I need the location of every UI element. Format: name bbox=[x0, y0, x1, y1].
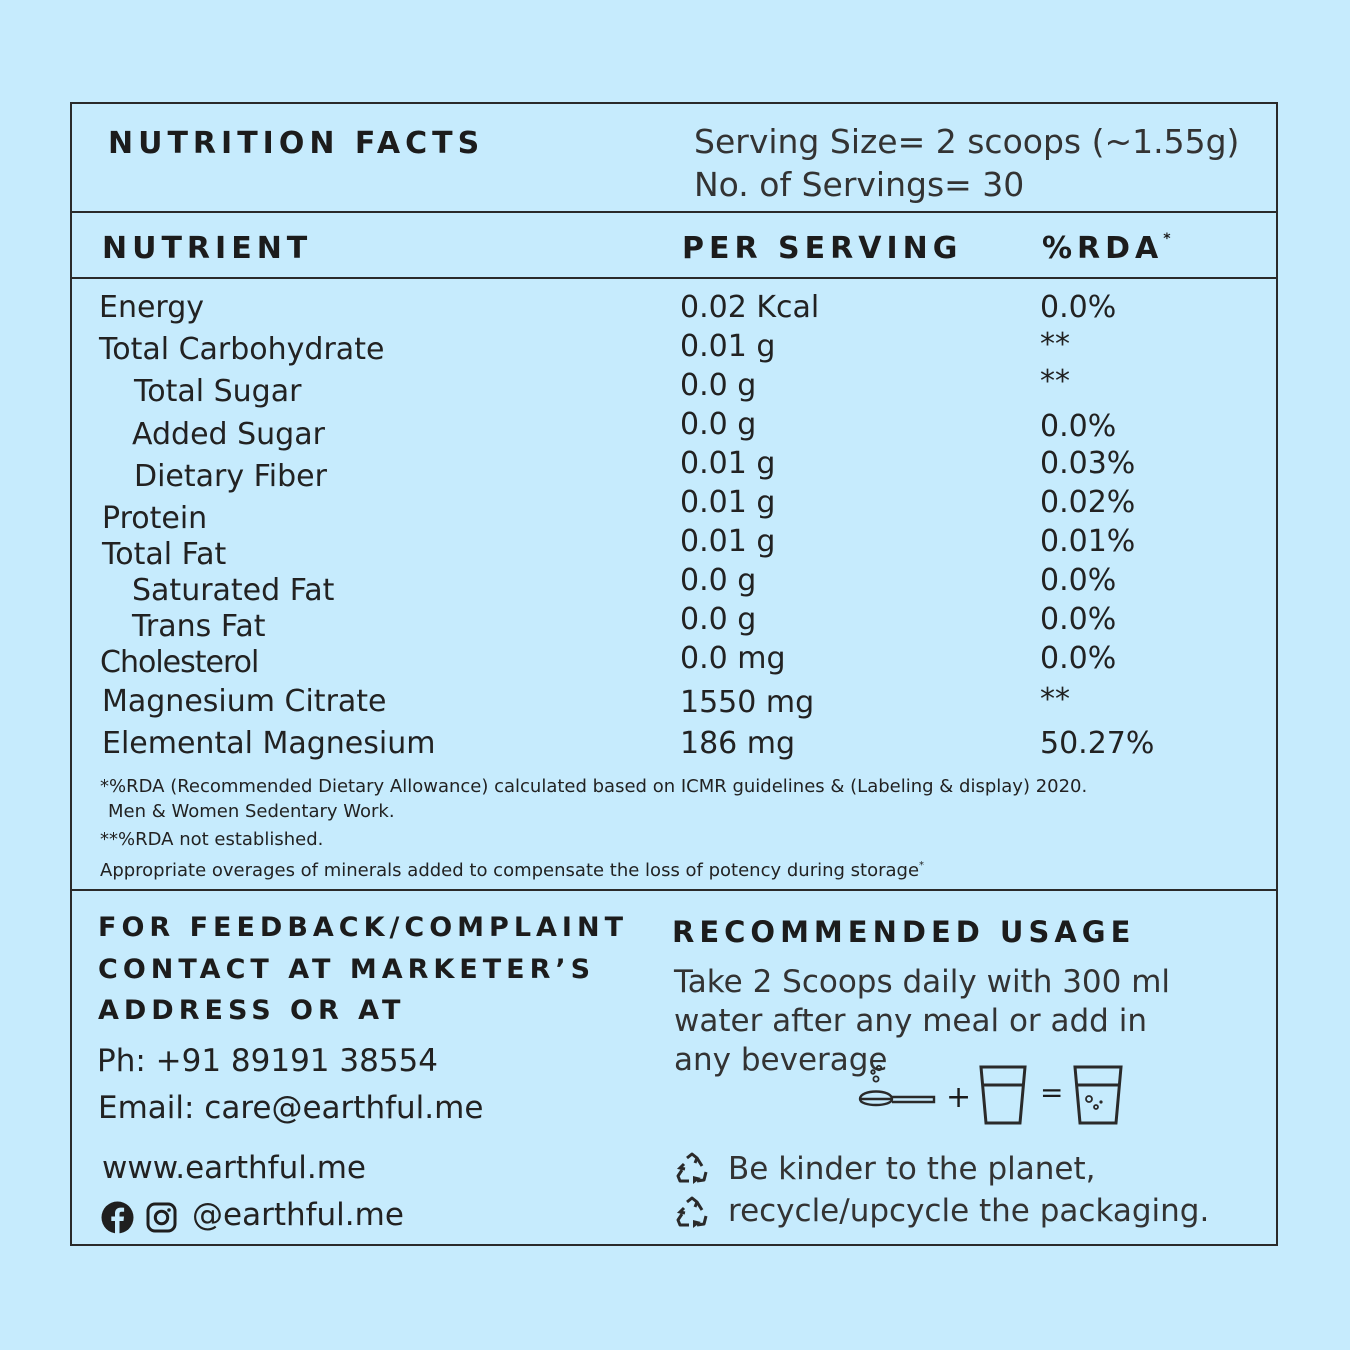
recycle-text-line2: recycle/upcycle the packaging. bbox=[728, 1193, 1210, 1229]
divider bbox=[72, 211, 1276, 213]
contact-phone[interactable]: Ph: +91 89191 38554 bbox=[97, 1043, 438, 1079]
nutrient-rda-dietary-fiber: 0.03% bbox=[1040, 446, 1136, 481]
recycle-icon bbox=[675, 1196, 709, 1230]
footnote-overages-text: Appropriate overages of minerals added t… bbox=[100, 860, 920, 881]
serving-size: Serving Size= 2 scoops (~1.55g) bbox=[694, 122, 1240, 161]
nutrient-value-elemental-magnesium: 186 mg bbox=[680, 726, 796, 761]
nutrient-rda-protein: 0.02% bbox=[1040, 485, 1136, 520]
nutrient-value-protein: 0.01 g bbox=[680, 485, 776, 520]
nutrient-name-added-sugar: Added Sugar bbox=[132, 417, 325, 452]
footnote-overages-mark: * bbox=[919, 860, 925, 871]
footnote-overages: Appropriate overages of minerals added t… bbox=[100, 860, 924, 881]
contact-heading-line1: FOR FEEDBACK/COMPLAINT bbox=[98, 912, 628, 943]
nutrient-rda-cholesterol: 0.0% bbox=[1040, 641, 1117, 676]
social-handle[interactable]: @earthful.me bbox=[192, 1197, 404, 1233]
nutrient-name-total-sugar: Total Sugar bbox=[134, 374, 302, 409]
nutrient-rda-total-fat: 0.01% bbox=[1040, 524, 1136, 559]
rda-asterisk: * bbox=[1163, 231, 1171, 247]
contact-email[interactable]: Email: care@earthful.me bbox=[98, 1090, 484, 1126]
nutrition-facts-title: NUTRITION FACTS bbox=[108, 126, 485, 161]
nutrient-value-total-fat: 0.01 g bbox=[680, 524, 776, 559]
nutrient-value-added-sugar: 0.0 g bbox=[680, 407, 757, 442]
divider bbox=[72, 277, 1276, 279]
recycle-icon bbox=[675, 1152, 709, 1186]
glass-icon bbox=[978, 1064, 1028, 1126]
nutrient-name-energy: Energy bbox=[99, 290, 205, 325]
column-per-serving: PER SERVING bbox=[682, 231, 963, 266]
footnote-sedentary: Men & Women Sedentary Work. bbox=[108, 801, 395, 822]
nutrient-value-cholesterol: 0.0 mg bbox=[680, 641, 786, 676]
nutrient-name-total-carbohydrate: Total Carbohydrate bbox=[99, 332, 385, 367]
nutrient-value-total-carbohydrate: 0.01 g bbox=[680, 329, 776, 364]
equals-sign: = bbox=[1040, 1076, 1064, 1109]
facebook-icon[interactable] bbox=[101, 1201, 134, 1234]
contact-heading-line3: ADDRESS OR AT bbox=[98, 995, 406, 1026]
usage-text: Take 2 Scoops daily with 300 ml water af… bbox=[674, 964, 1171, 1078]
nutrition-panel: NUTRITION FACTS Serving Size= 2 scoops (… bbox=[70, 102, 1278, 1246]
footnote-rda: *%RDA (Recommended Dietary Allowance) ca… bbox=[100, 776, 1088, 797]
mixed-glass-icon bbox=[1072, 1064, 1124, 1126]
column-nutrient: NUTRIENT bbox=[102, 231, 313, 266]
column-rda: %RDA* bbox=[1042, 231, 1171, 266]
plus-sign: + bbox=[946, 1080, 972, 1115]
nutrient-value-trans-fat: 0.0 g bbox=[680, 602, 757, 637]
nutrient-value-total-sugar: 0.0 g bbox=[680, 368, 757, 403]
recycle-text-line1: Be kinder to the planet, bbox=[728, 1151, 1096, 1187]
nutrient-rda-added-sugar: 0.0% bbox=[1040, 409, 1117, 444]
usage-heading: RECOMMENDED USAGE bbox=[672, 915, 1136, 949]
nutrient-rda-trans-fat: 0.0% bbox=[1040, 602, 1117, 637]
nutrient-value-magnesium-citrate: 1550 mg bbox=[680, 685, 815, 720]
nutrient-name-saturated-fat: Saturated Fat bbox=[132, 573, 335, 608]
nutrient-rda-total-sugar: ** bbox=[1040, 364, 1070, 399]
nutrient-value-dietary-fiber: 0.01 g bbox=[680, 446, 776, 481]
nutrient-rda-energy: 0.0% bbox=[1040, 290, 1117, 325]
nutrient-name-total-fat: Total Fat bbox=[102, 537, 227, 572]
instagram-icon[interactable] bbox=[146, 1202, 177, 1233]
nutrient-name-cholesterol: Cholesterol bbox=[100, 645, 259, 680]
divider bbox=[72, 889, 1276, 891]
nutrient-name-elemental-magnesium: Elemental Magnesium bbox=[102, 726, 436, 761]
nutrient-value-saturated-fat: 0.0 g bbox=[680, 563, 757, 598]
nutrient-name-magnesium-citrate: Magnesium Citrate bbox=[102, 684, 387, 719]
footnote-not-established: **%RDA not established. bbox=[100, 829, 324, 850]
number-of-servings: No. of Servings= 30 bbox=[694, 165, 1025, 204]
nutrient-name-trans-fat: Trans Fat bbox=[132, 609, 266, 644]
nutrient-value-energy: 0.02 Kcal bbox=[680, 290, 820, 325]
scoop-icon bbox=[856, 1062, 936, 1122]
contact-heading-line2: CONTACT AT MARKETER’S bbox=[98, 954, 596, 985]
nutrient-name-dietary-fiber: Dietary Fiber bbox=[134, 459, 327, 494]
nutrient-rda-magnesium-citrate: ** bbox=[1040, 682, 1070, 717]
nutrient-name-protein: Protein bbox=[102, 501, 208, 536]
column-rda-label: %RDA bbox=[1042, 231, 1164, 266]
nutrient-rda-saturated-fat: 0.0% bbox=[1040, 563, 1117, 598]
website-link[interactable]: www.earthful.me bbox=[102, 1150, 366, 1186]
nutrient-rda-total-carbohydrate: ** bbox=[1040, 327, 1070, 362]
nutrient-rda-elemental-magnesium: 50.27% bbox=[1040, 726, 1155, 761]
